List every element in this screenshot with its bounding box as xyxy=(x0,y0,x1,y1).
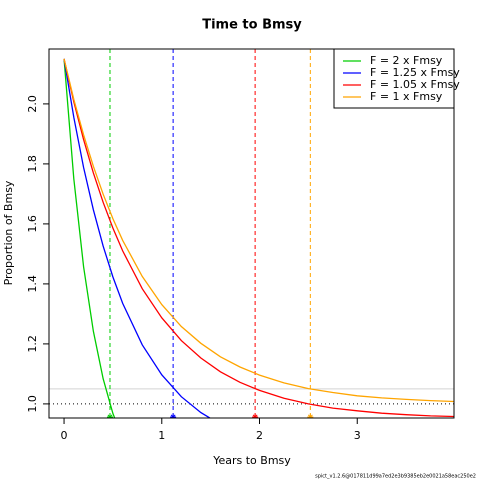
target-time-marker xyxy=(170,414,177,418)
x-tick-label: 0 xyxy=(61,429,68,442)
target-time-marker xyxy=(252,414,259,418)
chart-title: Time to Bmsy xyxy=(202,18,302,33)
legend-label: F = 1.25 x Fmsy xyxy=(370,66,460,79)
x-axis-label: Years to Bmsy xyxy=(212,454,291,467)
legend-label: F = 2 x Fmsy xyxy=(370,54,443,67)
series-line xyxy=(63,58,454,418)
y-tick-label: 1.0 xyxy=(26,395,39,413)
x-tick-label: 1 xyxy=(158,429,165,442)
series-line xyxy=(63,58,116,418)
legend-label: F = 1.05 x Fmsy xyxy=(370,78,460,91)
y-tick-label: 1.8 xyxy=(26,155,39,173)
plot-frame xyxy=(48,48,455,419)
footnote: spict_v1.2.6@017811d99a7ed2e3b9385eb2e00… xyxy=(315,474,476,480)
plot-area xyxy=(49,49,454,418)
y-tick-label: 1.4 xyxy=(26,275,39,293)
target-time-marker xyxy=(307,414,314,418)
series-line xyxy=(63,58,212,418)
target-time-marker xyxy=(106,414,113,418)
series-line xyxy=(63,58,454,403)
y-axis-label: Proportion of Bmsy xyxy=(2,180,15,285)
y-tick-label: 1.6 xyxy=(26,215,39,233)
x-tick-label: 3 xyxy=(354,429,361,442)
y-tick-label: 2.0 xyxy=(26,95,39,113)
legend-label: F = 1 x Fmsy xyxy=(370,90,443,103)
y-tick-label: 1.2 xyxy=(26,335,39,353)
x-tick-label: 2 xyxy=(256,429,263,442)
legend-box xyxy=(333,48,455,109)
